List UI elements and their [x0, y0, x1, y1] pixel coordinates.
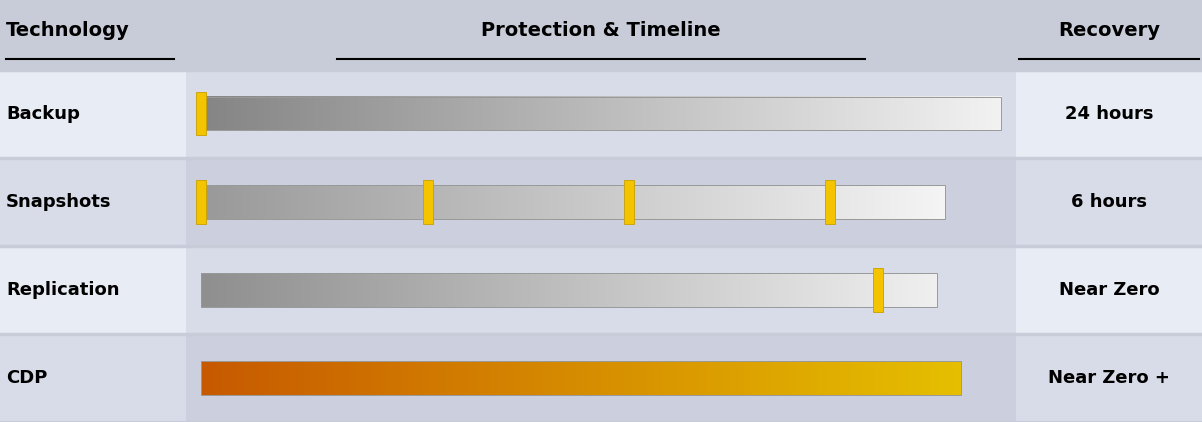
Bar: [0, 158, 186, 246]
Bar: [0, 334, 186, 422]
Bar: [825, 180, 834, 224]
Bar: [196, 180, 206, 224]
Bar: [1016, 158, 1202, 246]
Bar: [1016, 246, 1202, 334]
Text: Near Zero: Near Zero: [1059, 281, 1159, 299]
Bar: [186, 334, 1016, 422]
Bar: [186, 158, 1016, 246]
Text: Backup: Backup: [6, 105, 79, 123]
Text: Replication: Replication: [6, 281, 119, 299]
Text: Snapshots: Snapshots: [6, 193, 112, 211]
Text: 6 hours: 6 hours: [1071, 193, 1147, 211]
Text: Protection & Timeline: Protection & Timeline: [481, 21, 721, 40]
Bar: [201, 361, 962, 395]
Bar: [186, 70, 1016, 158]
Bar: [201, 185, 945, 219]
Bar: [0, 246, 186, 334]
Text: Near Zero +: Near Zero +: [1048, 369, 1170, 387]
Bar: [1016, 70, 1202, 158]
Bar: [624, 180, 633, 224]
Text: CDP: CDP: [6, 369, 47, 387]
Bar: [874, 268, 883, 311]
Bar: [423, 180, 433, 224]
Bar: [196, 92, 206, 135]
Bar: [0, 0, 1202, 70]
Bar: [0, 70, 186, 158]
Bar: [201, 273, 938, 307]
Text: 24 hours: 24 hours: [1065, 105, 1153, 123]
Text: Technology: Technology: [6, 21, 130, 40]
Bar: [201, 97, 1001, 130]
Bar: [1016, 334, 1202, 422]
Bar: [186, 246, 1016, 334]
Text: Recovery: Recovery: [1058, 21, 1160, 40]
